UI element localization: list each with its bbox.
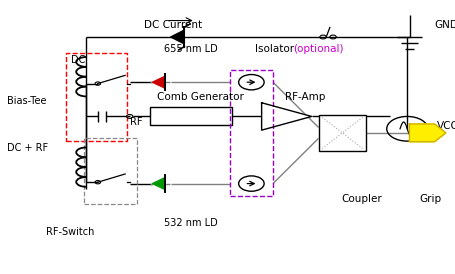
Bar bbox=[66, 53, 127, 141]
Text: 655 nm LD: 655 nm LD bbox=[164, 44, 218, 54]
Text: RF-Amp: RF-Amp bbox=[285, 92, 325, 102]
Text: Grip: Grip bbox=[419, 194, 441, 204]
Bar bbox=[84, 138, 136, 204]
Text: GND: GND bbox=[435, 20, 455, 30]
Polygon shape bbox=[262, 103, 312, 130]
Text: VCO: VCO bbox=[437, 121, 455, 131]
Polygon shape bbox=[410, 124, 446, 142]
Text: Comb Generator: Comb Generator bbox=[157, 92, 243, 102]
Text: DC + RF: DC + RF bbox=[7, 143, 48, 153]
Polygon shape bbox=[152, 178, 165, 190]
Polygon shape bbox=[171, 30, 184, 44]
Text: (optional): (optional) bbox=[293, 44, 344, 54]
Text: 532 nm LD: 532 nm LD bbox=[164, 218, 218, 228]
Bar bbox=[150, 107, 232, 125]
Text: DC Current: DC Current bbox=[144, 20, 202, 30]
Polygon shape bbox=[152, 76, 165, 88]
Text: Bias-Tee: Bias-Tee bbox=[7, 96, 46, 106]
Text: RF: RF bbox=[130, 117, 142, 127]
Bar bbox=[318, 115, 366, 151]
Text: RF-Switch: RF-Switch bbox=[46, 227, 95, 236]
Text: Isolator: Isolator bbox=[255, 44, 297, 54]
Bar bbox=[230, 70, 273, 196]
Text: Coupler: Coupler bbox=[341, 194, 382, 204]
Text: DC: DC bbox=[71, 55, 85, 65]
